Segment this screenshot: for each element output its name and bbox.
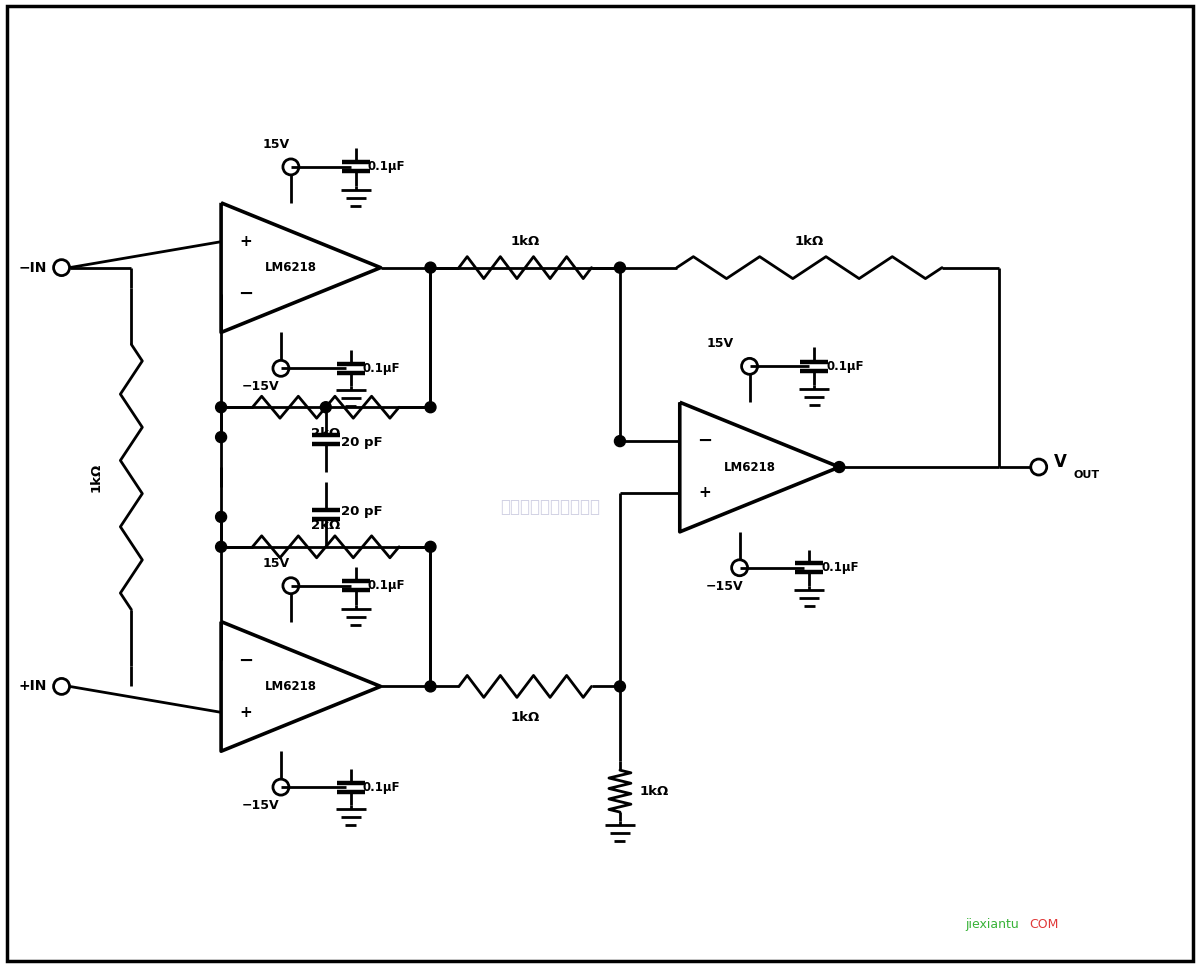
Text: 1kΩ: 1kΩ <box>90 462 103 491</box>
Circle shape <box>614 436 625 447</box>
Text: +: + <box>698 485 712 501</box>
Text: 1kΩ: 1kΩ <box>510 235 540 248</box>
Circle shape <box>216 512 227 522</box>
Text: +: + <box>240 234 252 249</box>
Text: 15V: 15V <box>706 337 733 350</box>
Text: LM6218: LM6218 <box>265 680 317 693</box>
Text: −IN: −IN <box>18 261 47 275</box>
Circle shape <box>614 681 625 692</box>
Circle shape <box>320 401 331 413</box>
Circle shape <box>216 542 227 552</box>
Text: 15V: 15V <box>263 138 289 151</box>
Circle shape <box>425 401 436 413</box>
Text: 0.1μF: 0.1μF <box>821 561 859 574</box>
Text: −: − <box>697 432 713 450</box>
Text: LM6218: LM6218 <box>724 460 775 474</box>
Text: −15V: −15V <box>706 580 744 593</box>
Circle shape <box>425 262 436 273</box>
Text: +: + <box>240 705 252 719</box>
Text: 20 pF: 20 pF <box>341 506 383 518</box>
Text: 0.1μF: 0.1μF <box>367 579 406 592</box>
Text: 0.1μF: 0.1μF <box>827 360 864 373</box>
Text: 2kΩ: 2kΩ <box>311 519 341 532</box>
Text: 1kΩ: 1kΩ <box>640 784 670 798</box>
Text: 杭州将睿科技有限公司: 杭州将睿科技有限公司 <box>500 498 600 516</box>
Text: LM6218: LM6218 <box>265 261 317 274</box>
Text: −: − <box>239 652 253 669</box>
Text: 0.1μF: 0.1μF <box>362 362 400 375</box>
Text: 1kΩ: 1kΩ <box>510 712 540 724</box>
Text: 20 pF: 20 pF <box>341 435 383 449</box>
Text: 2kΩ: 2kΩ <box>311 427 341 440</box>
Text: 15V: 15V <box>263 557 289 570</box>
Text: 0.1μF: 0.1μF <box>367 161 406 173</box>
Text: −15V: −15V <box>242 380 280 394</box>
Text: +IN: +IN <box>18 680 47 693</box>
Circle shape <box>614 262 625 273</box>
Text: −: − <box>239 284 253 303</box>
Circle shape <box>216 431 227 443</box>
Text: OUT: OUT <box>1074 470 1099 480</box>
Text: V: V <box>1054 454 1067 471</box>
Text: −15V: −15V <box>242 799 280 812</box>
Circle shape <box>425 681 436 692</box>
Text: COM: COM <box>1028 918 1058 930</box>
FancyBboxPatch shape <box>7 7 1193 960</box>
Text: 1kΩ: 1kΩ <box>794 235 824 248</box>
Text: jiexiantu: jiexiantu <box>965 918 1019 930</box>
Text: 0.1μF: 0.1μF <box>362 780 400 794</box>
Circle shape <box>834 461 845 473</box>
Circle shape <box>216 401 227 413</box>
Circle shape <box>425 542 436 552</box>
